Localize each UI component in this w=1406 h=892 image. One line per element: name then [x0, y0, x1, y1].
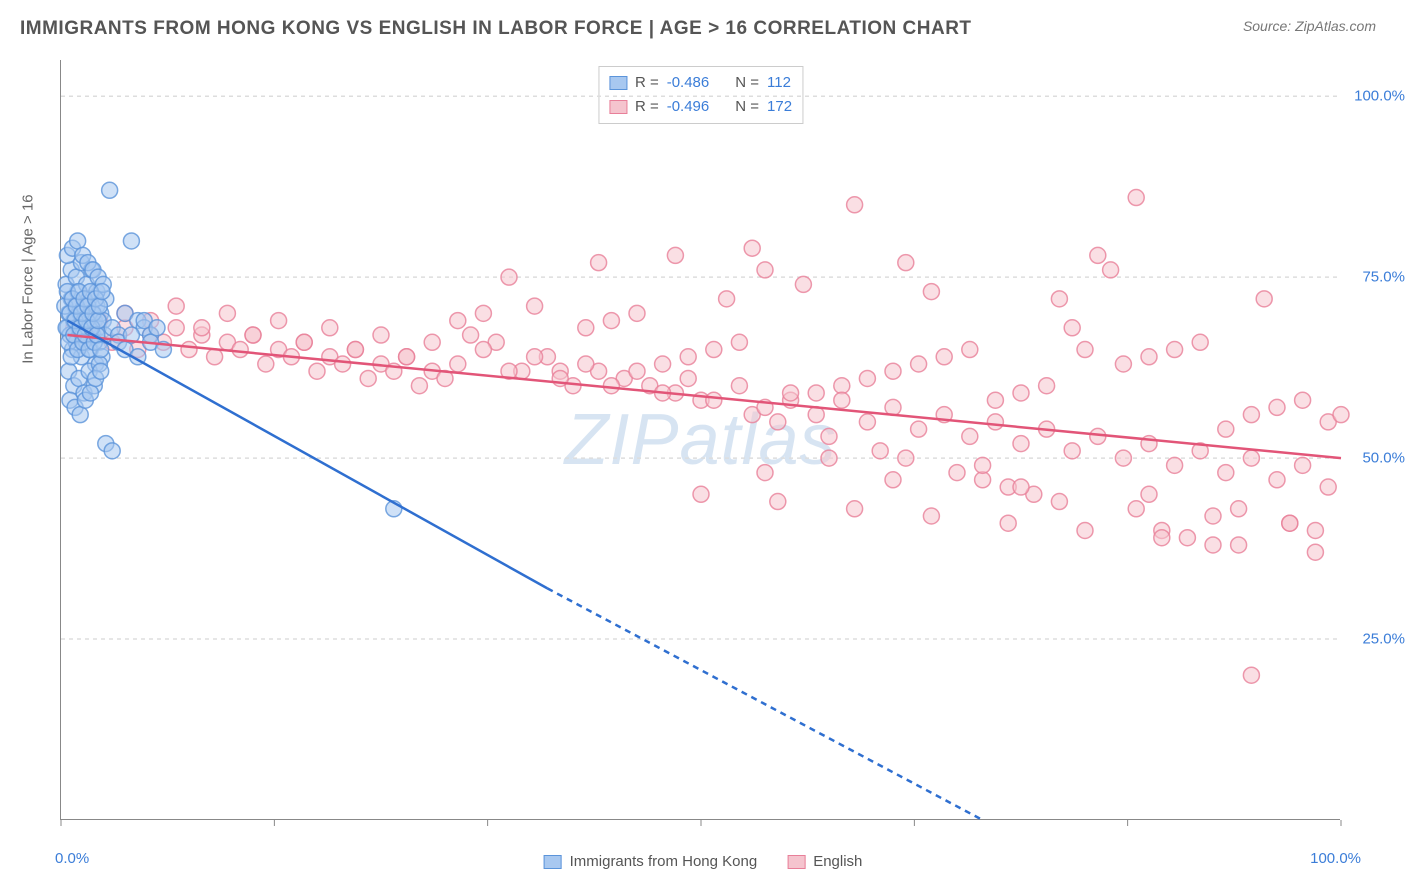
legend-label-1: Immigrants from Hong Kong — [570, 853, 758, 870]
y-axis-label: In Labor Force | Age > 16 — [20, 194, 37, 363]
x-axis-min-label: 0.0% — [55, 850, 89, 867]
scatter-svg — [61, 60, 1340, 819]
legend-label-2: English — [813, 853, 862, 870]
y-tick-label: 50.0% — [1362, 450, 1405, 467]
legend-item-series1: Immigrants from Hong Kong — [544, 853, 758, 870]
source-attribution: Source: ZipAtlas.com — [1243, 18, 1376, 34]
chart-title: IMMIGRANTS FROM HONG KONG VS ENGLISH IN … — [20, 18, 972, 40]
y-tick-label: 75.0% — [1362, 269, 1405, 286]
y-tick-label: 25.0% — [1362, 631, 1405, 648]
legend-swatch-1 — [544, 855, 562, 869]
chart-plot-area: ZIPatlas R = -0.486 N = 112 R = -0.496 N… — [60, 60, 1340, 820]
series-legend: Immigrants from Hong Kong English — [544, 853, 863, 870]
legend-item-series2: English — [787, 853, 862, 870]
legend-swatch-2 — [787, 855, 805, 869]
y-tick-label: 100.0% — [1354, 88, 1405, 105]
x-axis-max-label: 100.0% — [1310, 850, 1361, 867]
